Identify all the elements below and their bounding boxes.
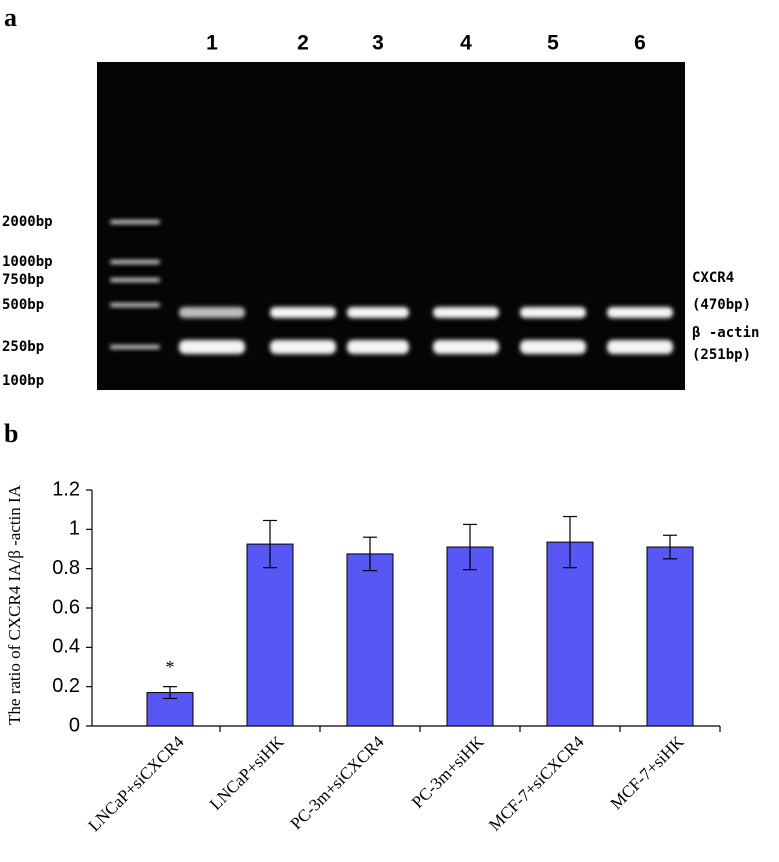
ladder-band <box>110 303 160 307</box>
y-tick-label: 0 <box>69 714 80 736</box>
lane-label: 2 <box>297 32 309 55</box>
gel-band <box>607 307 673 318</box>
x-tick-label: LNCaP+siHK <box>206 732 288 814</box>
marker-label: 1000bp <box>2 254 53 270</box>
bar <box>646 546 694 727</box>
x-tick-label: MCF-7+siCXCR4 <box>485 732 588 835</box>
gel-band <box>520 340 586 354</box>
x-tick-label: PC-3m+siCXCR4 <box>287 732 388 833</box>
x-tick-label: PC-3m+siHK <box>408 732 488 812</box>
gel: 1 2 3 4 5 6 2000bp 1000bp 750bp 500bp 250bp 100bp CX… <box>2 32 759 389</box>
y-tick-label: 1.2 <box>52 478 80 500</box>
gel-band <box>433 307 499 318</box>
marker-label: 100bp <box>2 373 44 389</box>
ladder-band <box>110 260 160 264</box>
gel-band <box>270 340 336 354</box>
bar <box>546 541 594 727</box>
band-label: (470bp) <box>692 297 751 313</box>
ladder-band <box>110 345 160 349</box>
lane-label: 1 <box>206 32 218 55</box>
y-tick-label: 0.8 <box>52 557 80 579</box>
y-tick-label: 0.4 <box>52 636 80 658</box>
bar <box>346 553 394 727</box>
y-axis-label: The ratio of CXCR4 IA/β -actin IA <box>5 484 24 725</box>
bar <box>246 543 294 727</box>
gel-band <box>607 340 673 354</box>
gel-image <box>97 62 685 390</box>
panel-label: b <box>4 419 18 448</box>
ladder-band <box>110 220 160 224</box>
y-tick-label: 1 <box>69 518 80 540</box>
marker-label: 500bp <box>2 297 44 313</box>
marker-label: 250bp <box>2 339 44 355</box>
y-tick-label: 0.2 <box>52 675 80 697</box>
lane-label: 3 <box>372 32 384 55</box>
panel-label: a <box>4 3 17 32</box>
gel-band <box>347 307 409 318</box>
bar <box>446 546 494 727</box>
marker-label: 2000bp <box>2 214 53 230</box>
band-label: CXCR4 <box>692 270 734 286</box>
y-tick-label: 0.6 <box>52 596 80 618</box>
gel-band <box>520 307 586 318</box>
lane-label: 4 <box>460 32 472 55</box>
ladder-band <box>110 278 160 282</box>
band-label: β -actin <box>692 325 759 341</box>
lane-label: 6 <box>634 32 646 55</box>
band-label: (251bp) <box>692 347 751 363</box>
gel-band <box>347 340 409 354</box>
marker-label: 750bp <box>2 272 44 288</box>
significance-mark: * <box>166 657 175 677</box>
gel-band <box>433 340 499 354</box>
x-tick-label: MCF-7+siHK <box>607 732 689 814</box>
gel-band <box>179 307 245 318</box>
gel-band <box>270 307 336 318</box>
bar-chart: 0 0.2 0.4 0.6 0.8 1 1.2 The ratio of CXCR4 IA/β… <box>5 478 721 835</box>
x-tick-label: LNCaP+siCXCR4 <box>85 732 188 835</box>
gel-band <box>179 340 245 354</box>
lane-label: 5 <box>547 32 559 55</box>
